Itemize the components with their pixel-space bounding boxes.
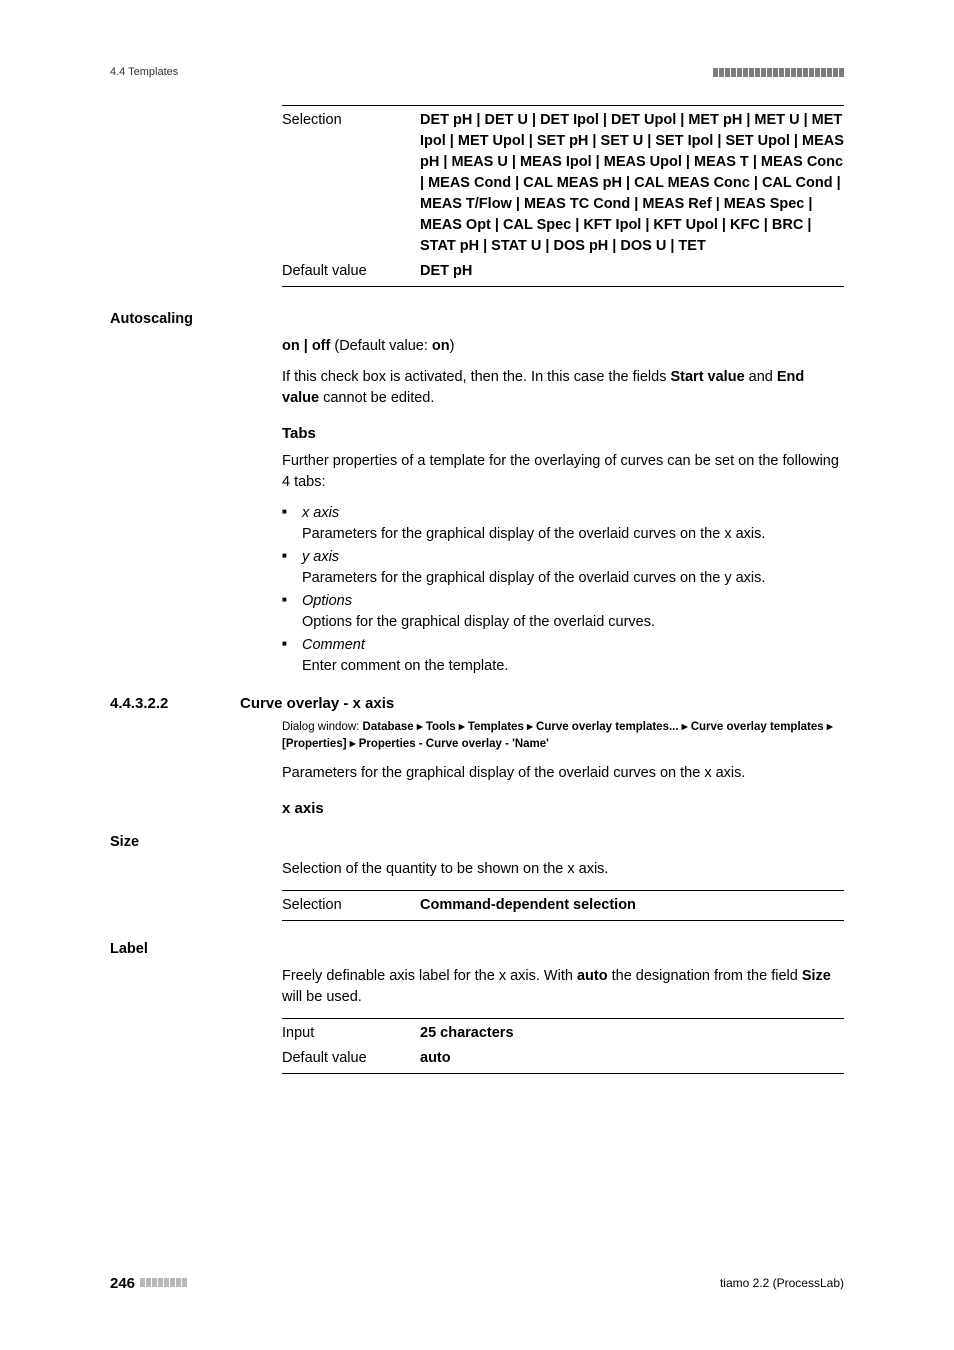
- label-desc-d: Size: [802, 968, 831, 984]
- label-input-label: Input: [282, 1023, 420, 1044]
- label-desc-c: the designation from the field: [608, 968, 802, 984]
- default-value-row-label: Default value: [282, 261, 420, 282]
- size-selection-row: Selection Command-dependent selection: [282, 890, 844, 921]
- dialog-window-chain: Database ▸ Tools ▸ Templates ▸ Curve ove…: [282, 721, 833, 750]
- dialog-window-path: Dialog window: Database ▸ Tools ▸ Templa…: [282, 719, 844, 754]
- label-desc-b: auto: [577, 968, 608, 984]
- tabs-item-comment-title: Comment: [302, 637, 365, 653]
- autoscaling-label: Autoscaling: [110, 309, 844, 330]
- tabs-item-options-desc: Options for the graphical display of the…: [302, 612, 844, 633]
- size-desc: Selection of the quantity to be shown on…: [282, 859, 844, 880]
- autoscaling-default-open: (Default value:: [330, 338, 432, 354]
- label-input-row: Input 25 characters: [282, 1018, 844, 1044]
- selection-row: Selection DET pH | DET U | DET Ipol | DE…: [282, 105, 844, 257]
- section-44322-intro: Parameters for the graphical display of …: [282, 763, 844, 784]
- tabs-heading: Tabs: [282, 423, 844, 445]
- label-default-row: Default value auto: [282, 1044, 844, 1074]
- page-footer: 246 tiamo 2.2 (ProcessLab): [110, 1273, 844, 1295]
- label-default-label: Default value: [282, 1048, 420, 1069]
- tabs-list: x axis Parameters for the graphical disp…: [282, 503, 844, 677]
- label-desc: Freely definable axis label for the x ax…: [282, 966, 844, 1008]
- section-44322-number: 4.4.3.2.2: [110, 693, 240, 715]
- tabs-item-xaxis-title: x axis: [302, 505, 339, 521]
- tabs-item-xaxis: x axis Parameters for the graphical disp…: [282, 503, 844, 545]
- tabs-item-options: Options Options for the graphical displa…: [282, 591, 844, 633]
- autoscaling-block: on | off (Default value: on) If this che…: [282, 336, 844, 677]
- tabs-item-yaxis: y axis Parameters for the graphical disp…: [282, 547, 844, 589]
- footer-product: tiamo 2.2 (ProcessLab): [720, 1275, 844, 1292]
- default-value-row-value: DET pH: [420, 261, 844, 282]
- document-page: 4.4 Templates Selection DET pH | DET U |…: [0, 0, 954, 1074]
- dialog-window-prefix: Dialog window:: [282, 721, 363, 733]
- autoscaling-default-close: ): [450, 338, 455, 354]
- label-desc-a: Freely definable axis label for the x ax…: [282, 968, 577, 984]
- tabs-item-yaxis-title: y axis: [302, 549, 339, 565]
- tabs-item-comment: Comment Enter comment on the template.: [282, 635, 844, 677]
- tabs-item-xaxis-desc: Parameters for the graphical display of …: [302, 524, 844, 545]
- label-desc-e: will be used.: [282, 989, 362, 1005]
- tabs-item-options-title: Options: [302, 593, 352, 609]
- section-44322-body: Dialog window: Database ▸ Tools ▸ Templa…: [282, 719, 844, 820]
- selection-row-label: Selection: [282, 110, 420, 131]
- autoscaling-onoff: on | off: [282, 338, 330, 354]
- selection-row-value: DET pH | DET U | DET Ipol | DET Upol | M…: [420, 110, 844, 257]
- label-label: Label: [110, 939, 844, 960]
- size-selection-label: Selection: [282, 895, 420, 916]
- section-44322-title: Curve overlay - x axis: [240, 693, 844, 715]
- page-number: 246: [110, 1273, 135, 1295]
- section-44322-header: 4.4.3.2.2 Curve overlay - x axis: [110, 693, 844, 715]
- size-selection-value: Command-dependent selection: [420, 895, 844, 916]
- size-block: Selection of the quantity to be shown on…: [282, 859, 844, 921]
- xaxis-heading: x axis: [282, 798, 844, 820]
- header-section-ref: 4.4 Templates: [110, 65, 178, 81]
- size-label: Size: [110, 832, 844, 853]
- tabs-item-yaxis-desc: Parameters for the graphical display of …: [302, 568, 844, 589]
- header-decor-bars: [712, 68, 844, 77]
- tabs-intro: Further properties of a template for the…: [282, 451, 844, 493]
- label-block: Freely definable axis label for the x ax…: [282, 966, 844, 1074]
- label-default-value: auto: [420, 1048, 844, 1069]
- label-input-value: 25 characters: [420, 1023, 844, 1044]
- selection-table-block: Selection DET pH | DET U | DET Ipol | DE…: [282, 105, 844, 287]
- autoscaling-default-line: on | off (Default value: on): [282, 336, 844, 357]
- page-header: 4.4 Templates: [110, 65, 844, 81]
- autoscaling-default-val: on: [432, 338, 450, 354]
- autoscaling-desc-e: cannot be edited.: [319, 390, 434, 406]
- autoscaling-desc-c: and: [745, 369, 777, 385]
- footer-decor-bars: [139, 1275, 187, 1292]
- default-value-row: Default value DET pH: [282, 257, 844, 287]
- tabs-item-comment-desc: Enter comment on the template.: [302, 656, 844, 677]
- autoscaling-desc-a: If this check box is activated, then the…: [282, 369, 670, 385]
- autoscaling-desc: If this check box is activated, then the…: [282, 367, 844, 409]
- footer-left: 246: [110, 1273, 187, 1295]
- autoscaling-desc-b: Start value: [670, 369, 744, 385]
